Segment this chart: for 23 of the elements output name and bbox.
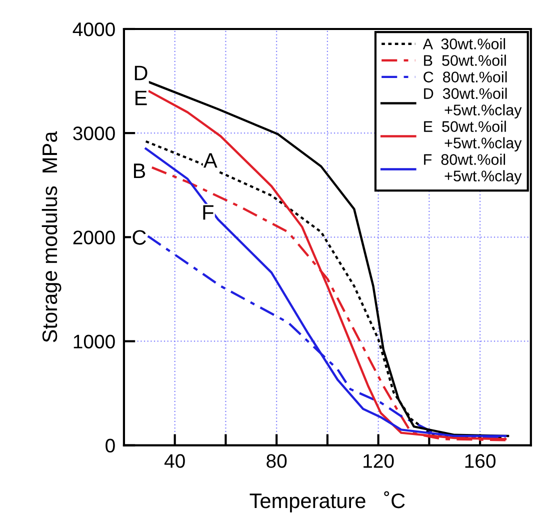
annotation: B xyxy=(134,164,146,178)
annotation: F xyxy=(203,205,214,220)
legend-label: B 50wt.%oil xyxy=(424,54,506,66)
x-tick-label: 160 xyxy=(465,454,496,468)
y-tick-label: 1000 xyxy=(74,334,115,348)
y-tick-label: 4000 xyxy=(72,22,115,36)
y-tick-label: 0 xyxy=(106,438,115,453)
annotation: E xyxy=(136,90,147,106)
legend-label: A 30wt.%oil xyxy=(422,38,506,50)
legend-label: F 80wt.%oil +5wt.%clay xyxy=(424,154,522,184)
y-tick-label: 2000 xyxy=(73,230,115,244)
legend-label: E 50wt.%oil +5wt.%clay xyxy=(424,120,522,152)
annotation: D xyxy=(134,66,148,80)
x-tick-label: 80 xyxy=(266,454,287,468)
legend-label: C 80wt.%oil xyxy=(424,71,507,82)
x-tick-label: 120 xyxy=(364,454,394,468)
x-tick-label: 40 xyxy=(164,454,185,468)
y-tick-label: 3000 xyxy=(73,126,115,140)
annotation: A xyxy=(204,153,218,168)
y-axis-title: Storage modulus MPa xyxy=(42,131,62,342)
annotation: C xyxy=(132,230,146,245)
x-axis-title: Temperature ˚C xyxy=(250,491,405,512)
legend-label: D 30wt.%oil +5wt.%clay xyxy=(424,88,522,118)
